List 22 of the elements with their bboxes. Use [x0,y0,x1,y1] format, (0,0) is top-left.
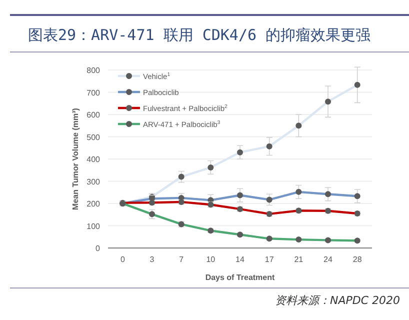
x-axis-title: Days of Treatment [205,273,276,282]
x-tick-label: 17 [264,255,274,264]
y-tick-label: 400 [86,155,101,164]
chart-title: 图表29：ARV-471 联用 CDK4/6 的抑瘤效果更强 [28,26,371,44]
text: 资料来源：NAPDC 2020 [274,294,400,307]
y-tick-label: 600 [86,110,101,120]
x-tick-label: 24 [324,255,333,264]
y-tick-label: 300 [86,177,101,186]
x-tick-label: 21 [294,255,304,264]
y-tick-label: 100 [86,222,101,231]
x-tick-label: 28 [352,255,362,264]
x-tick-label: 10 [206,255,216,264]
y-axis-title: Mean Tumor Volume (mm³) [71,108,80,210]
y-tick-label: 500 [86,132,101,142]
x-tick-label: 3 [150,255,155,264]
x-tick-label: 0 [120,255,126,264]
y-tick-label: 0 [96,244,101,253]
x-tick-label: 7 [179,255,184,264]
y-tick-label: 700 [86,88,101,98]
y-tick-label: 800 [86,66,101,75]
y-tick-label: 200 [86,200,101,208]
x-tick-label: 14 [236,255,245,264]
